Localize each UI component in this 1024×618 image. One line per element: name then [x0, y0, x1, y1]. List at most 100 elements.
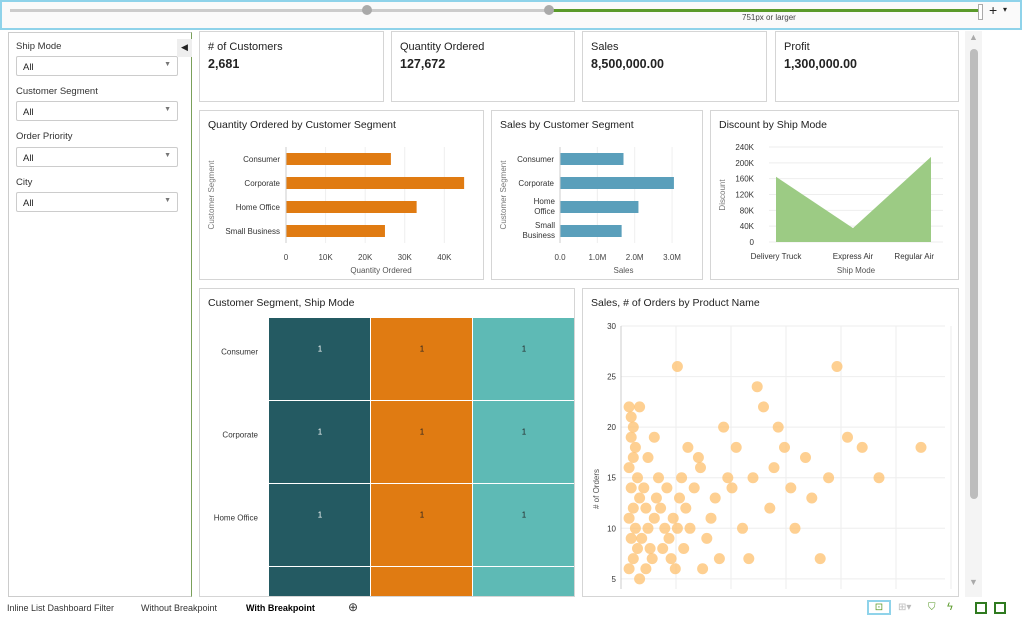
scatter-point — [661, 482, 673, 494]
vertical-scrollbar[interactable]: ▲ ▼ — [965, 31, 982, 597]
cell-value: 1 — [318, 345, 323, 354]
breakpoint-handle[interactable] — [544, 5, 554, 15]
select-value: All — [23, 107, 34, 118]
city-select[interactable]: All ▼ — [16, 192, 178, 212]
heatmap-cell — [269, 401, 370, 483]
breakpoint-end-handle[interactable] — [978, 4, 983, 20]
tab-with-breakpoint[interactable]: With Breakpoint — [246, 603, 315, 613]
scatter-point — [640, 502, 652, 514]
y-tick-label: Corporate — [244, 179, 280, 188]
chart-title: Customer Segment, Ship Mode — [208, 297, 355, 309]
scatter-point — [648, 512, 660, 524]
kpi-sales: Sales 8,500,000.00 — [582, 31, 767, 102]
y-tick-label: 15 — [607, 474, 616, 483]
heatmap-cell — [371, 318, 472, 400]
cell-value: 1 — [522, 428, 527, 437]
chevron-down-icon: ▼ — [164, 106, 171, 113]
scatter-point — [625, 482, 637, 494]
scatter-point — [650, 492, 662, 504]
x-tick-label: 3.0M — [663, 253, 681, 262]
bar — [560, 201, 639, 213]
lightning-icon[interactable]: ϟ — [947, 601, 953, 613]
scroll-up-icon[interactable]: ▲ — [969, 32, 978, 42]
scatter-point — [632, 543, 643, 555]
filter-icon[interactable]: ⛉ — [928, 602, 936, 613]
scatter-point — [638, 482, 650, 494]
scatter-point — [873, 472, 885, 484]
scatter-point — [823, 472, 835, 484]
scatter-point — [669, 563, 681, 575]
filter-panel: Ship Mode All ▼ Customer Segment All ▼ Ord… — [8, 32, 192, 597]
select-value: All — [23, 153, 34, 164]
scatter-point — [678, 543, 690, 555]
layout-icon[interactable]: ⊡ — [867, 600, 891, 615]
breakpoint-menu-icon[interactable]: ▾ — [1003, 5, 1008, 14]
x-tick-label: 30K — [398, 253, 413, 262]
scrollbar-thumb[interactable] — [970, 49, 978, 499]
y-tick-label: 25 — [607, 373, 616, 382]
y-tick-label: 0 — [750, 238, 755, 247]
scatter-point — [779, 441, 790, 453]
scatter-point — [751, 381, 763, 393]
heatmap-cell — [269, 567, 370, 596]
x-tick-label: 20K — [358, 253, 373, 262]
grid-icon[interactable]: ⊞▾ — [898, 602, 912, 613]
scatter-point — [785, 482, 797, 494]
heatmap-chart: 1 1 1 Consumer 1 1 1 Corporate 1 1 1 Home Office — [214, 318, 574, 596]
quantity-chart-card: Quantity Ordered by Customer Segment 0 10K… — [199, 110, 484, 280]
scatter-point — [629, 522, 641, 534]
heatmap-cell — [371, 484, 472, 566]
x-tick-label: 2.0M — [626, 253, 644, 262]
kpi-title: Sales — [591, 41, 619, 53]
scatter-point — [695, 462, 706, 474]
kpi-title: Profit — [784, 41, 810, 53]
scatter-point — [680, 502, 692, 514]
scatter-point — [764, 502, 776, 514]
bar — [560, 225, 622, 237]
scatter-point — [722, 472, 734, 484]
filter-label: Ship Mode — [16, 41, 62, 52]
breakpoint-handle[interactable] — [362, 5, 372, 15]
scatter-point — [634, 401, 646, 413]
heatmap-cell — [473, 318, 574, 400]
ship-mode-select[interactable]: All ▼ — [16, 56, 178, 76]
right-panel-icon[interactable] — [994, 602, 1006, 614]
select-value: All — [23, 62, 34, 73]
y-tick-label: 20 — [607, 423, 616, 432]
chevron-down-icon: ▼ — [164, 152, 171, 159]
scatter-point — [856, 441, 868, 453]
x-tick-label: 1.0M — [588, 253, 606, 262]
x-tick-label: Regular Air — [894, 252, 934, 261]
tab-without-breakpoint[interactable]: Without Breakpoint — [141, 603, 218, 613]
heatmap-cell — [371, 401, 472, 483]
bar — [560, 153, 624, 165]
scatter-point — [623, 512, 635, 524]
y-tick-label: Small — [535, 221, 555, 230]
left-panel-icon[interactable] — [975, 602, 987, 614]
scatter-point — [789, 522, 801, 534]
y-tick-label: 160K — [735, 175, 754, 184]
y-tick-label: Home — [534, 197, 556, 206]
filter-label: City — [16, 177, 33, 188]
canvas-tabs: Inline List Dashboard Filter Without Bre… — [0, 598, 1024, 618]
scroll-down-icon[interactable]: ▼ — [969, 577, 978, 587]
scatter-point — [705, 512, 717, 524]
collapse-panel-button[interactable]: ◀ — [177, 39, 192, 57]
scatter-point — [642, 452, 654, 463]
y-axis-title: # of Orders — [592, 469, 601, 509]
add-breakpoint-button[interactable]: + — [989, 2, 998, 18]
y-tick-label: 200K — [735, 159, 754, 168]
breakpoint-track — [10, 9, 550, 12]
scatter-point — [625, 411, 637, 423]
scatter-point — [627, 421, 639, 433]
add-tab-button[interactable]: ⊕ — [348, 600, 359, 614]
order-priority-select[interactable]: All ▼ — [16, 147, 178, 167]
cell-value: 1 — [420, 511, 425, 520]
scatter-point — [800, 452, 811, 463]
tab-inline-list[interactable]: Inline List Dashboard Filter — [7, 603, 115, 613]
bar — [286, 225, 385, 237]
scatter-point — [692, 452, 704, 463]
scatter-point — [646, 553, 658, 565]
customer-segment-select[interactable]: All ▼ — [16, 101, 178, 121]
kpi-value: 8,500,000.00 — [591, 57, 664, 71]
